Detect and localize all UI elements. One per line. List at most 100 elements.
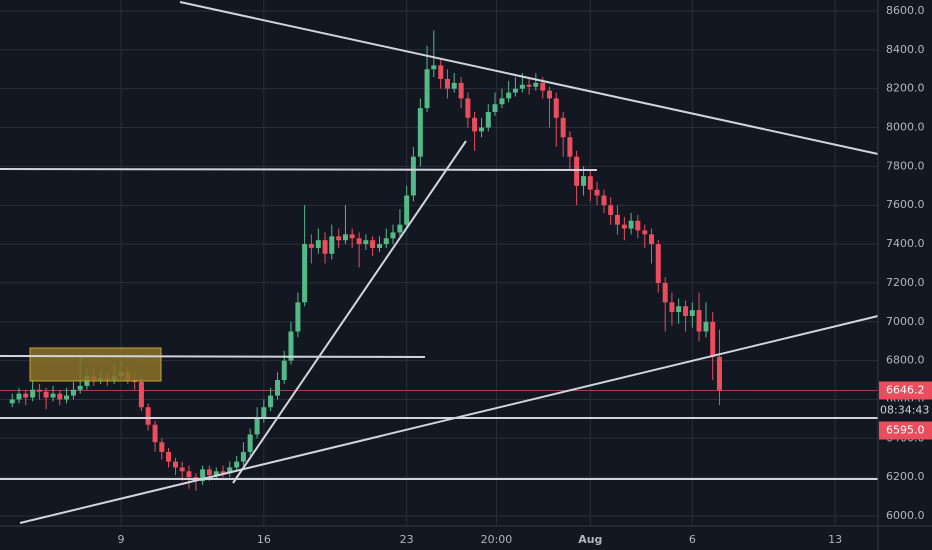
candle-body (390, 232, 396, 239)
countdown-label: 08:34:43 (880, 403, 929, 416)
candle-body (465, 98, 471, 118)
candle-body (268, 395, 274, 408)
candle-body (16, 393, 22, 400)
candle-body (370, 240, 376, 248)
candle-body (567, 137, 573, 157)
candle-body (254, 418, 260, 435)
candle-body (581, 176, 587, 186)
candle-body (642, 230, 648, 235)
candle-body (186, 471, 192, 478)
countdown-tag (879, 401, 932, 420)
candle-body (574, 156, 580, 186)
candle-body (383, 238, 389, 245)
candle-body (172, 461, 178, 468)
candle-body (397, 224, 403, 233)
y-tick-label: 8600.0 (886, 4, 925, 17)
y-tick-label: 6000.0 (886, 509, 925, 522)
candle-body (288, 331, 294, 361)
candle-body (336, 236, 342, 241)
candle-body (519, 84, 525, 89)
candle-body (404, 195, 410, 225)
candle-body (444, 78, 450, 89)
candle-body (247, 434, 253, 452)
x-tick-label: Aug (578, 533, 602, 546)
trend-line (179, 1, 879, 155)
candle-body (166, 451, 172, 462)
candle-body (342, 234, 348, 241)
candle-body (628, 220, 634, 229)
highlight-box (29, 347, 162, 382)
candle-body (662, 282, 668, 303)
candle-body (302, 244, 308, 303)
candle-body (431, 65, 437, 70)
candle-body (50, 393, 56, 398)
candle-body (43, 391, 49, 398)
y-tick-label: 6800.0 (886, 354, 925, 367)
price-marker-label: 6595.0 (886, 423, 925, 436)
candle-body (220, 471, 226, 474)
candle-body (506, 92, 512, 99)
candle-body (696, 310, 702, 332)
x-tick-label: 20:00 (481, 533, 513, 546)
y-tick-label: 8200.0 (886, 82, 925, 95)
drawings (0, 1, 879, 524)
candle-body (479, 127, 485, 132)
candle-body (540, 82, 546, 91)
candle-body (649, 234, 655, 245)
candle-body (546, 90, 552, 99)
candle-body (159, 442, 165, 452)
trend-line (232, 140, 467, 484)
candle-body (710, 321, 716, 357)
candle-body (499, 98, 505, 105)
candle-body (152, 424, 158, 443)
candle-body (683, 306, 689, 316)
candle-body (587, 176, 593, 190)
x-tick-label: 6 (689, 533, 696, 546)
candle-body (438, 65, 444, 79)
candle-body (703, 321, 709, 332)
candle-body (240, 451, 246, 462)
candle-body (9, 399, 15, 404)
candle-body (621, 224, 627, 229)
candle-body (227, 467, 233, 474)
candle-body (424, 69, 430, 109)
candle-body (655, 244, 661, 283)
candle-body (308, 244, 314, 248)
horizontal-line (0, 355, 426, 358)
last-price-tag (879, 381, 932, 400)
x-tick-label: 16 (257, 533, 271, 546)
candle-body (635, 220, 641, 231)
price-marker-tag (879, 421, 932, 440)
candle-body (349, 234, 355, 239)
candle-body (322, 240, 328, 254)
candle-body (274, 380, 280, 396)
candle-body (234, 461, 240, 468)
candle-body (200, 469, 206, 482)
candle-body (261, 407, 267, 419)
y-tick-label: 7000.0 (886, 315, 925, 328)
last-price-label: 6646.2 (886, 383, 925, 396)
candle-body (23, 393, 29, 398)
candle-body (614, 214, 620, 225)
candle-body (526, 84, 532, 87)
candle-body (451, 82, 457, 89)
trend-line (19, 315, 879, 524)
candle-body (213, 471, 219, 476)
price-axis-bg (878, 0, 932, 550)
candle-body (472, 117, 478, 132)
candle-body (64, 395, 70, 400)
candle-body (417, 108, 423, 157)
grid (0, 0, 878, 526)
candle-body (36, 389, 42, 392)
y-tick-label: 6200.0 (886, 470, 925, 483)
x-tick-label: 23 (400, 533, 414, 546)
candle-body (30, 389, 36, 398)
price-tags: 6646.2 08:34:43 6595.0 (879, 381, 932, 440)
horizontal-line (0, 168, 598, 171)
candle-body (601, 195, 607, 206)
candle-body (138, 381, 144, 408)
candle-body (560, 117, 566, 138)
candle-body (716, 356, 722, 391)
